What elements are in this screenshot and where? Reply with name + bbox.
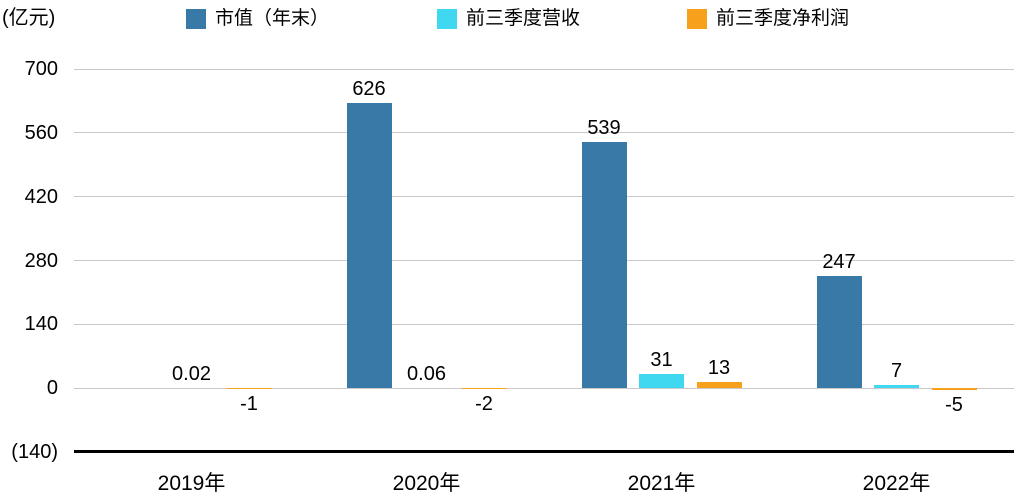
bar-series0-2022: [816, 275, 862, 389]
x-axis-label-2020: 2020年: [392, 472, 461, 495]
gridline-700: [74, 68, 1014, 70]
legend-swatch-market-cap: [186, 9, 206, 29]
y-tick-label-700: 700: [24, 58, 58, 80]
bar-series2-2022: [931, 388, 977, 391]
bar-series2-2021: [696, 382, 742, 389]
legend-item-net-profit: 前三季度净利润: [687, 8, 849, 30]
gridline-140: [74, 323, 1014, 325]
bar-series2-2020: [461, 388, 507, 390]
bar-series0-2020: [346, 102, 392, 389]
y-tick-label-0: 0: [46, 377, 58, 400]
y-tick-label-(140): (140): [11, 441, 58, 463]
legend-label-revenue: 前三季度营收: [466, 8, 581, 29]
gridline-420: [74, 196, 1014, 198]
value-label-series2-2020: -2: [475, 393, 493, 416]
value-label-series0-2021: 539: [587, 117, 621, 140]
value-label-series2-2022: -5: [945, 394, 963, 417]
value-label-series1-2019: 0.02: [172, 363, 211, 386]
plot-area: [74, 68, 1014, 453]
gridline-280: [74, 260, 1014, 261]
legend-swatch-net-profit: [687, 9, 707, 29]
value-label-series1-2020: 0.06: [407, 363, 446, 386]
y-tick-label-420: 420: [24, 185, 58, 208]
value-label-series0-2022: 247: [822, 250, 856, 273]
y-tick-label-140: 140: [24, 313, 58, 336]
x-axis-line: [74, 450, 1014, 453]
value-label-series0-2020: 626: [352, 77, 386, 100]
value-label-series2-2019: -1: [240, 392, 258, 415]
value-label-series2-2021: 13: [707, 357, 731, 380]
legend-item-market-cap: 市值（年末）: [186, 8, 329, 30]
legend-item-revenue: 前三季度营收: [437, 8, 580, 30]
bar-series0-2021: [581, 142, 627, 389]
legend-label-market-cap: 市值（年末）: [215, 8, 330, 29]
gridline-560: [74, 132, 1014, 134]
gridline-0: [74, 387, 1014, 389]
x-axis-label-2022: 2022年: [862, 472, 931, 495]
y-tick-label-560: 560: [24, 121, 58, 144]
value-label-series1-2021: 31: [650, 349, 673, 372]
bar-series1-2022: [874, 384, 919, 389]
legend-label-net-profit: 前三季度净利润: [716, 8, 850, 29]
legend-swatch-revenue: [437, 9, 457, 29]
x-axis-label-2019: 2019年: [157, 472, 226, 495]
y-tick-label-280: 280: [24, 249, 58, 272]
y-axis-unit-label: (亿元): [2, 7, 56, 29]
bar-series1-2021: [639, 374, 684, 389]
x-axis-label-2021: 2021年: [627, 472, 696, 495]
value-label-series1-2022: 7: [890, 359, 903, 382]
